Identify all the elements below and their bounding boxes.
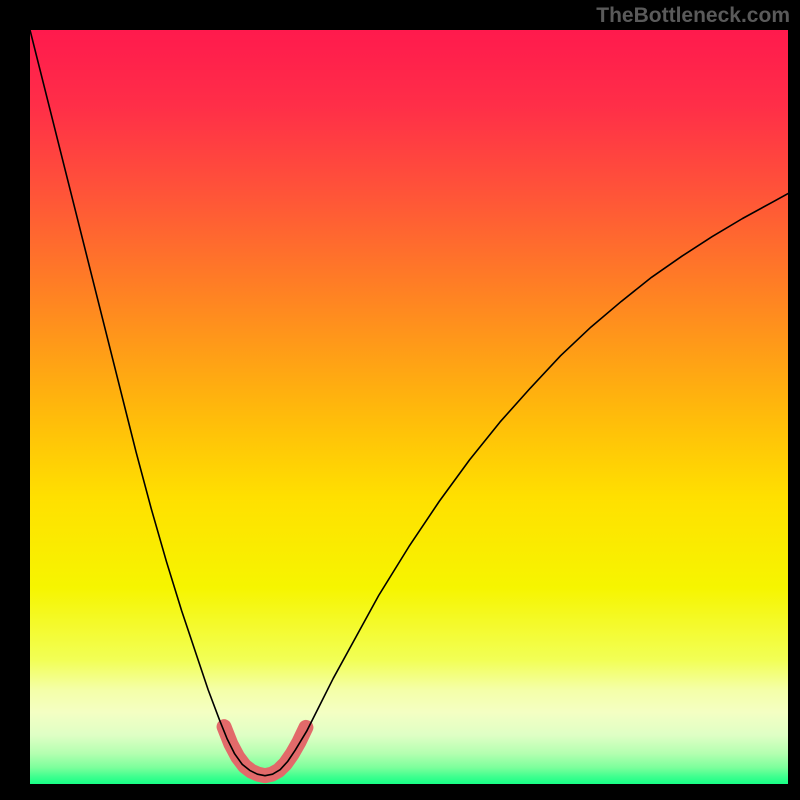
chart-background	[30, 30, 788, 784]
chart-plot-area	[30, 30, 788, 784]
chart-svg	[30, 30, 788, 784]
watermark-text: TheBottleneck.com	[596, 4, 790, 28]
